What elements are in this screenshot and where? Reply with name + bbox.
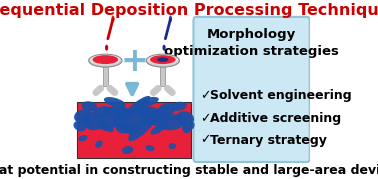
Ellipse shape [93,106,112,118]
Ellipse shape [122,146,133,154]
Ellipse shape [85,120,93,126]
Text: ✓: ✓ [200,89,210,102]
FancyBboxPatch shape [194,17,310,162]
Ellipse shape [89,54,122,67]
Ellipse shape [73,121,86,131]
Text: Great potential in constructing stable and large-area devices: Great potential in constructing stable a… [0,165,378,177]
Ellipse shape [98,106,125,130]
Text: +: + [121,45,149,78]
Ellipse shape [104,97,126,108]
Ellipse shape [176,111,194,125]
Ellipse shape [157,57,169,62]
Ellipse shape [81,101,97,111]
Ellipse shape [183,127,190,133]
Ellipse shape [117,122,138,135]
FancyArrowPatch shape [153,88,158,93]
Ellipse shape [93,55,118,64]
Ellipse shape [146,145,155,151]
Ellipse shape [124,96,150,117]
Bar [160,65,165,86]
Ellipse shape [169,15,172,22]
Ellipse shape [112,15,115,22]
Ellipse shape [162,106,170,111]
Ellipse shape [108,106,134,119]
Ellipse shape [163,45,166,51]
Ellipse shape [81,112,104,130]
Ellipse shape [79,135,87,141]
Ellipse shape [115,107,153,133]
Ellipse shape [158,115,167,121]
Text: Additive screening: Additive screening [210,112,341,125]
Bar [103,65,108,86]
Ellipse shape [128,111,159,141]
Bar [77,102,191,158]
Text: ✓: ✓ [200,112,210,125]
Ellipse shape [97,120,114,132]
Ellipse shape [182,121,195,131]
Ellipse shape [74,109,92,123]
Ellipse shape [150,122,169,135]
Ellipse shape [147,55,178,65]
Ellipse shape [179,120,185,125]
Ellipse shape [131,106,144,114]
Text: ✓: ✓ [200,134,210,147]
Ellipse shape [171,102,187,111]
Ellipse shape [138,107,169,126]
Text: Solvent engineering: Solvent engineering [210,89,352,102]
Text: Sequential Deposition Processing Technique: Sequential Deposition Processing Techniq… [0,3,378,18]
Ellipse shape [150,55,176,64]
FancyArrowPatch shape [110,88,115,93]
Ellipse shape [105,45,108,51]
Text: Ternary strategy: Ternary strategy [210,134,327,147]
FancyArrowPatch shape [167,88,172,93]
Ellipse shape [135,97,159,108]
Ellipse shape [90,55,121,65]
Ellipse shape [156,103,175,118]
Ellipse shape [169,143,176,149]
FancyArrowPatch shape [96,88,101,93]
Ellipse shape [160,114,185,130]
Ellipse shape [146,54,180,67]
Ellipse shape [113,117,123,124]
Text: Morphology
optimization strategies: Morphology optimization strategies [164,28,339,58]
Ellipse shape [104,107,113,113]
Ellipse shape [95,140,103,148]
